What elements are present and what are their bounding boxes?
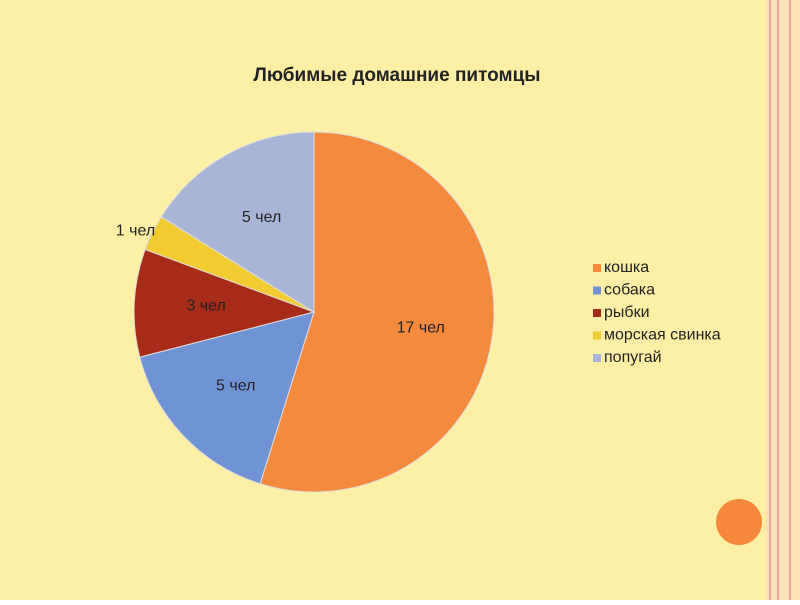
legend-label: рыбки [604,304,650,321]
pie-slice [259,131,495,493]
pie-slice [160,131,315,313]
side-band [766,0,800,600]
data-label: 5 чел [216,378,255,395]
legend-label: кошка [604,259,649,276]
legend-swatch [593,331,601,340]
legend-swatch [593,354,601,362]
legend-swatch [593,309,601,317]
legend-label: морская свинка [604,327,721,344]
legend-swatch [593,264,601,272]
data-label: 1 чел [116,222,155,239]
pie-slice [139,311,315,485]
data-label: 17 чел [397,320,445,337]
pie-slice [133,248,316,358]
legend-swatch [593,286,601,295]
data-label: 5 чел [242,209,281,226]
legend-label: попугай [604,349,662,366]
data-label: 3 чел [186,298,225,315]
decor-circle [716,499,762,545]
legend: кошка собака рыбки морская свинка попугай [593,259,721,366]
legend-label: собака [604,282,655,299]
pie: 17 чел 5 чел 3 чел 1 чел 5 чел [116,131,495,493]
chart-title: Любимые домашние питомцы [253,65,540,86]
